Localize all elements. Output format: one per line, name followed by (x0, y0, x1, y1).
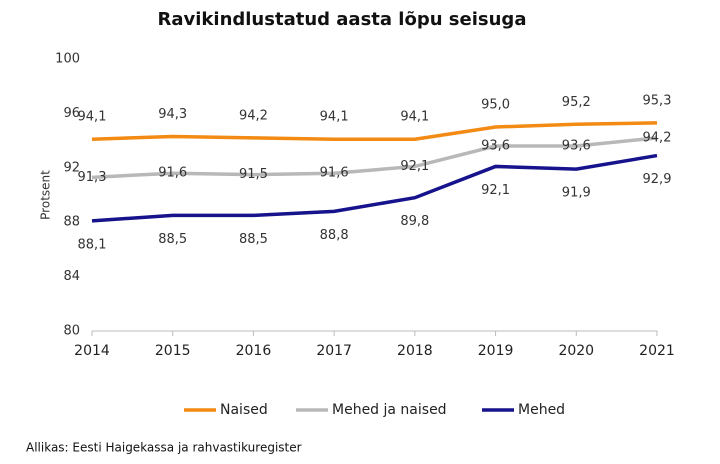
data-label: 94,1 (400, 110, 429, 125)
data-label: 91,5 (239, 167, 268, 182)
data-label: 94,1 (78, 110, 107, 125)
legend-label: Mehed (518, 402, 565, 418)
legend-label: Naised (220, 402, 268, 418)
y-axis-label: Protsent (39, 170, 53, 220)
data-label: 92,1 (481, 183, 510, 198)
x-tick-label: 2018 (397, 343, 433, 359)
y-tick-label: 100 (55, 52, 80, 67)
data-label: 91,6 (320, 166, 349, 181)
data-label: 92,9 (643, 172, 672, 187)
x-tick-label: 2016 (236, 343, 272, 359)
x-tick-label: 2017 (316, 343, 352, 359)
data-label: 93,6 (562, 139, 591, 154)
x-tick-label: 2021 (639, 343, 675, 359)
series-line (91, 136, 658, 180)
data-label: 91,6 (158, 166, 187, 181)
x-tick-label: 2019 (478, 343, 514, 359)
data-label: 92,1 (400, 159, 429, 174)
data-label: 95,3 (643, 93, 672, 108)
x-tick-label: 2015 (155, 343, 191, 359)
data-label: 95,0 (481, 98, 510, 113)
data-label: 94,2 (239, 108, 268, 123)
chart-title: Ravikindlustatud aasta lõpu seisuga (158, 9, 527, 30)
y-tick-label: 88 (63, 215, 80, 230)
data-label: 94,1 (320, 110, 349, 125)
data-label: 94,3 (158, 107, 187, 122)
data-label: 91,9 (562, 186, 591, 201)
series-line (91, 153, 658, 223)
series-line (91, 121, 658, 141)
data-label: 93,6 (481, 139, 510, 154)
data-label: 88,1 (78, 237, 107, 252)
data-label: 95,2 (562, 95, 591, 110)
data-label: 88,8 (320, 228, 349, 243)
data-label: 94,2 (643, 130, 672, 145)
x-tick-label: 2020 (558, 343, 594, 359)
legend-label: Mehed ja naised (332, 402, 447, 418)
x-tick-label: 2014 (74, 343, 110, 359)
data-label: 89,8 (400, 214, 429, 229)
source-note: Allikas: Eesti Haigekassa ja rahvastikur… (26, 441, 302, 455)
data-label: 88,5 (239, 232, 268, 247)
data-label: 91,3 (78, 170, 107, 185)
y-tick-label: 84 (63, 269, 80, 284)
y-tick-label: 96 (63, 106, 80, 121)
data-label: 88,5 (158, 232, 187, 247)
y-tick-label: 80 (63, 324, 80, 339)
y-tick-label: 92 (63, 160, 80, 175)
